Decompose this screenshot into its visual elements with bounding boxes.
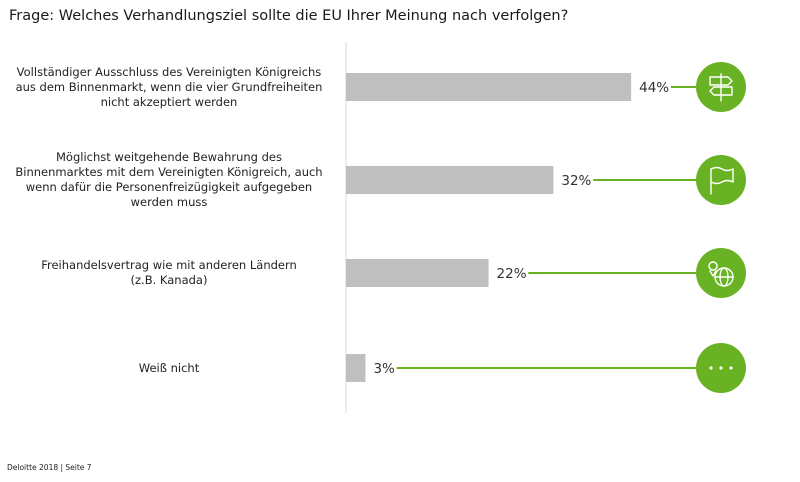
data-label: 32% — [561, 173, 591, 189]
flag-icon — [710, 166, 734, 195]
chart-title: Frage: Welches Verhandlungsziel sollte d… — [9, 8, 569, 24]
footer: Deloitte 2018 | Seite 7 — [7, 463, 92, 472]
category-label-line: nicht akzeptiert werden — [100, 94, 238, 109]
bar — [346, 259, 489, 287]
icon-circle — [696, 155, 746, 205]
category-label: Möglichst weitgehende Bewahrung des Binne… — [0, 150, 338, 210]
bar — [346, 166, 554, 194]
bar — [346, 354, 366, 382]
globe-location-icon — [708, 261, 734, 287]
category-label-line: wenn dafür die Personenfreizügigkeit auf… — [25, 180, 313, 194]
category-label-line: Vollständiger Ausschluss des Vereinigten… — [16, 64, 322, 79]
category-label: Vollständiger Ausschluss des Vereinigten… — [0, 65, 338, 110]
category-label-line: (z.B. Kanada) — [130, 273, 208, 287]
category-label-line: Binnenmarktes mit dem Vereinigten Königr… — [15, 165, 323, 179]
category-label: Freihandelsvertrag wie mit anderen Lände… — [0, 258, 338, 288]
signpost-icon — [709, 73, 733, 102]
category-label-line: Freihandelsvertrag wie mit anderen Lände… — [41, 258, 297, 272]
category-label-line: aus dem Binnenmarkt, wenn die vier Grund… — [15, 79, 323, 94]
category-label-line: werden muss — [130, 195, 208, 209]
bar — [346, 73, 632, 101]
category-label-line: Möglichst weitgehende Bewahrung des — [56, 150, 282, 164]
category-label-line: Weiß nicht — [138, 360, 200, 375]
data-label: 44% — [639, 80, 669, 96]
more-dots-icon — [709, 366, 733, 370]
data-label: 3% — [373, 361, 395, 377]
category-label: Weiß nicht — [0, 361, 338, 376]
data-label: 22% — [497, 266, 527, 282]
